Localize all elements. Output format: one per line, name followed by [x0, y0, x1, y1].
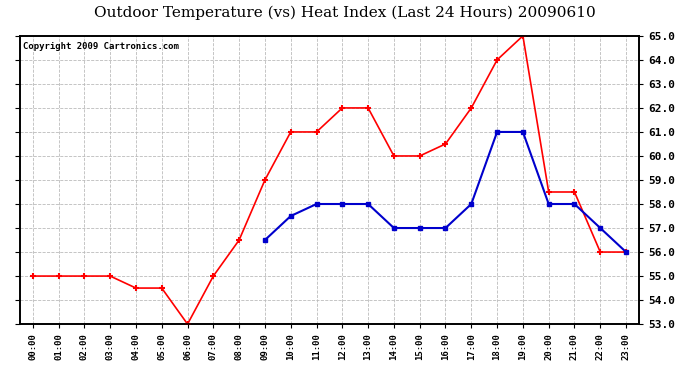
Text: Outdoor Temperature (vs) Heat Index (Last 24 Hours) 20090610: Outdoor Temperature (vs) Heat Index (Las… — [94, 6, 596, 20]
Text: Copyright 2009 Cartronics.com: Copyright 2009 Cartronics.com — [23, 42, 179, 51]
